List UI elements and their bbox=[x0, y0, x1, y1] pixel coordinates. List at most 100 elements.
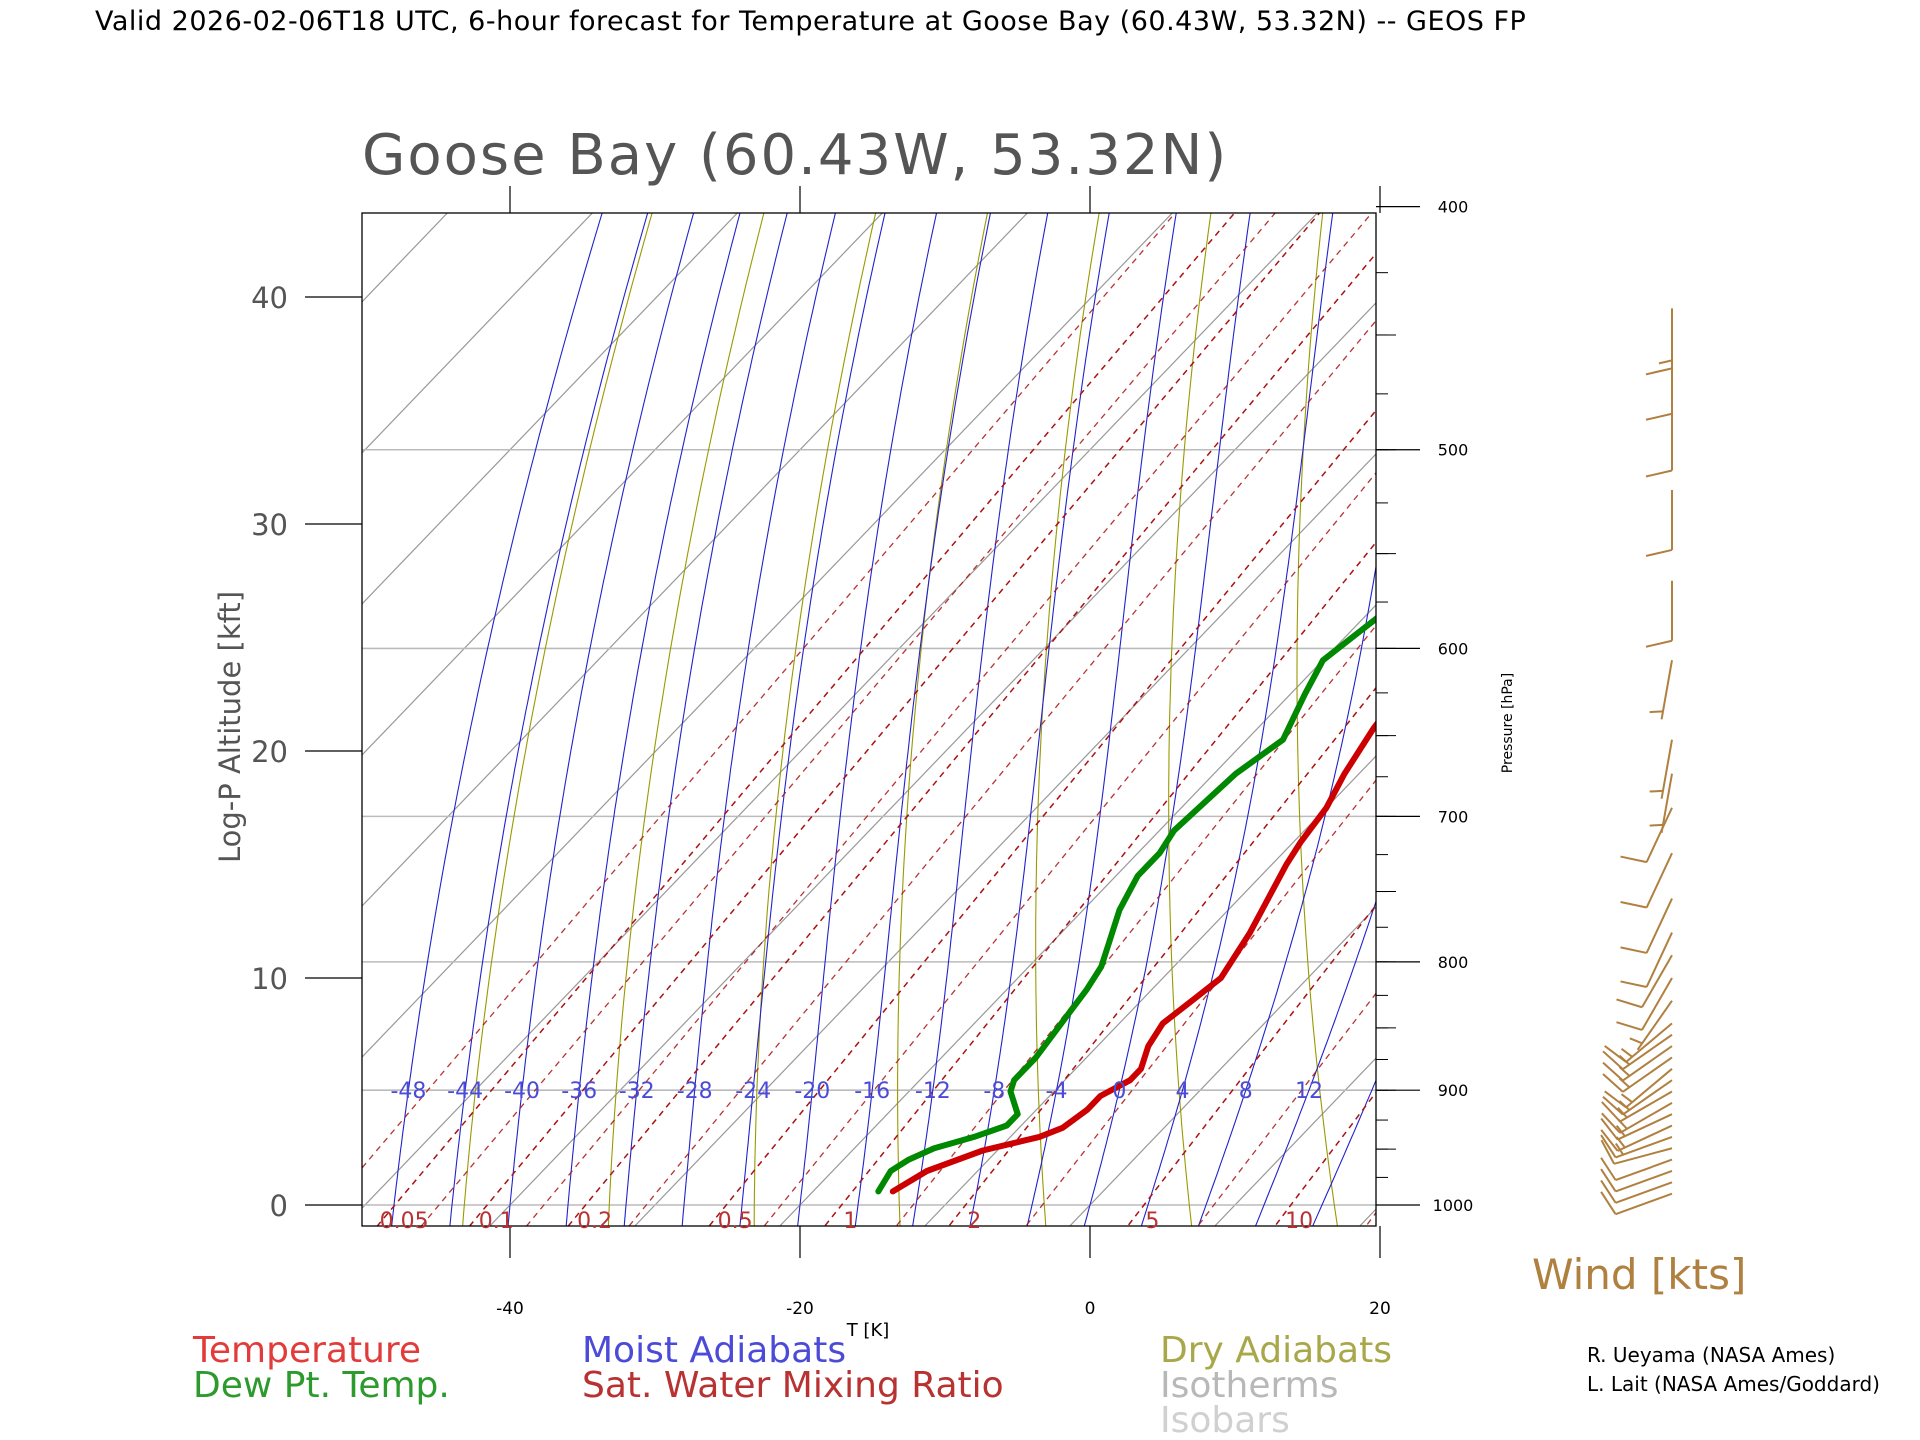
wind-barb bbox=[1645, 410, 1673, 478]
wind-barb-staff bbox=[1660, 739, 1673, 799]
wind-label: Wind [kts] bbox=[1532, 1250, 1746, 1299]
profile-lines bbox=[875, 614, 1376, 1195]
isotherm-line bbox=[1359, 1208, 1376, 1226]
wind-barb bbox=[1645, 353, 1673, 421]
isotherm-line bbox=[1481, 184, 1920, 1251]
wind-barb-staff bbox=[1641, 954, 1673, 1008]
wind-barb-feather bbox=[1602, 1073, 1624, 1093]
wind-barb bbox=[1600, 1113, 1673, 1141]
moist-adiabat-line bbox=[391, 213, 603, 1226]
wind-barb bbox=[1604, 1022, 1673, 1063]
isotherm-line bbox=[779, 604, 1376, 1226]
legend-isobars: Isobars bbox=[1160, 1400, 1290, 1440]
wind-barb-feather bbox=[1600, 1191, 1617, 1215]
mixing-ratio-line bbox=[420, 213, 1277, 1226]
wind-barb-feather bbox=[1645, 639, 1673, 648]
wind-barb bbox=[1649, 773, 1673, 833]
mixing-ratio-label: 5 bbox=[1145, 1209, 1159, 1234]
wind-barb-feather bbox=[1602, 1095, 1624, 1116]
moist-adiabat-label: 4 bbox=[1175, 1079, 1189, 1104]
moist-adiabat-line bbox=[507, 213, 695, 1226]
pressure-tick-label: 1000 bbox=[1433, 1196, 1474, 1215]
moist-adiabat-label: -36 bbox=[561, 1079, 597, 1104]
dry-adiabat-line bbox=[753, 213, 877, 1226]
dry-adiabat-line bbox=[607, 213, 765, 1226]
wind-barb-feather bbox=[1600, 1134, 1617, 1158]
wind-barb bbox=[1600, 1191, 1673, 1216]
mixing-ratio-line bbox=[1274, 1091, 1376, 1226]
dewpoint-profile bbox=[875, 614, 1376, 1195]
moist-adiabat-label: -20 bbox=[794, 1079, 830, 1104]
mixing-ratio-line bbox=[895, 624, 1376, 1226]
wind-barb-staff bbox=[1615, 1158, 1673, 1182]
isotherm-line bbox=[362, 213, 1319, 1209]
wind-barb bbox=[1600, 1134, 1673, 1159]
wind-barb-feather bbox=[1600, 1168, 1617, 1193]
mixing-ratio-label: 0.05 bbox=[380, 1209, 429, 1234]
moist-adiabat-line bbox=[854, 213, 992, 1226]
wind-barb-feather bbox=[1600, 1157, 1617, 1181]
wind-barb-half-feather bbox=[1620, 1047, 1633, 1058]
moist-adiabat-line bbox=[1197, 563, 1376, 1226]
dry-adiabat-line bbox=[1296, 213, 1338, 1226]
mixing-ratio-label: 0.5 bbox=[718, 1209, 753, 1234]
wind-barb bbox=[1601, 1090, 1673, 1123]
mixing-ratio-line bbox=[525, 213, 1373, 1226]
wind-barb-feather bbox=[1620, 980, 1647, 988]
wind-barb-feather bbox=[1645, 469, 1673, 478]
wind-barb-half-feather bbox=[1629, 1037, 1643, 1045]
wind-barb-feather bbox=[1616, 998, 1643, 1009]
wind-barb bbox=[1600, 1139, 1673, 1165]
wind-barb bbox=[1604, 1068, 1673, 1109]
pressure-tick-label: 400 bbox=[1438, 198, 1469, 217]
mixing-ratio-label: 10 bbox=[1285, 1209, 1313, 1234]
dry-adiabat-line bbox=[897, 213, 988, 1226]
isotherm-line bbox=[362, 213, 1174, 1058]
isotherm-line bbox=[1069, 906, 1376, 1226]
legend-dewpoint: Dew Pt. Temp. bbox=[193, 1365, 450, 1406]
wind-barb-feather bbox=[1600, 1179, 1617, 1204]
moist-adiabat-label: -40 bbox=[504, 1079, 540, 1104]
isotherm-line bbox=[634, 453, 1376, 1226]
wind-barb bbox=[1601, 1101, 1673, 1134]
wind-barb-feather bbox=[1604, 1090, 1627, 1109]
x-tick-label: 0 bbox=[1085, 1299, 1096, 1319]
legend-moist-adiabats: Moist Adiabats bbox=[582, 1330, 846, 1371]
pressure-axis-label: Pressure [hPa] bbox=[1500, 673, 1516, 773]
wind-barb-staff bbox=[1622, 1056, 1673, 1093]
wind-barb-staff bbox=[1660, 660, 1673, 720]
moist-adiabat-line bbox=[1140, 213, 1334, 1226]
mixing-ratio-line bbox=[362, 213, 1176, 1169]
isotherm-line bbox=[0, 184, 331, 1251]
wind-barb bbox=[1600, 1124, 1673, 1152]
legend-temperature: Temperature bbox=[192, 1330, 421, 1371]
wind-barbs bbox=[1600, 308, 1673, 1216]
dry-adiabat-line bbox=[1541, 0, 1708, 1269]
moist-adiabat-label: -28 bbox=[677, 1079, 713, 1104]
wind-barb-feather bbox=[1620, 946, 1647, 954]
pressure-tick-label: 900 bbox=[1438, 1081, 1469, 1100]
wind-barb-staff bbox=[1622, 1079, 1673, 1116]
mixing-ratio-line bbox=[567, 252, 1376, 1226]
wind-barb-feather bbox=[1620, 901, 1647, 909]
wind-barb-feather bbox=[1616, 1021, 1643, 1031]
wind-barb-staff bbox=[1615, 1192, 1673, 1216]
mixing-ratio-line bbox=[468, 213, 1321, 1226]
wind-barb-half-feather bbox=[1620, 1093, 1633, 1104]
y-tick-label: 20 bbox=[251, 735, 288, 769]
dry-adiabat-line bbox=[1657, 0, 1793, 1269]
wind-barb-staff bbox=[1645, 807, 1673, 863]
moist-adiabat-label: -48 bbox=[390, 1079, 426, 1104]
dry-adiabat-line bbox=[1879, 0, 1920, 1269]
mixing-ratio-line bbox=[628, 319, 1376, 1226]
y-tick-label: 10 bbox=[251, 962, 288, 996]
plot-frame bbox=[361, 212, 1377, 1227]
wind-barb bbox=[1620, 898, 1673, 954]
wind-barb bbox=[1600, 1157, 1673, 1182]
isotherm-line bbox=[362, 213, 884, 756]
wind-barb-feather bbox=[1645, 367, 1673, 376]
wind-barb bbox=[1600, 1168, 1673, 1193]
x-tick-label: -20 bbox=[786, 1299, 814, 1319]
y-axis-label: Log-P Altitude [kft] bbox=[213, 591, 247, 863]
dry-adiabat-line bbox=[1770, 0, 1920, 1269]
